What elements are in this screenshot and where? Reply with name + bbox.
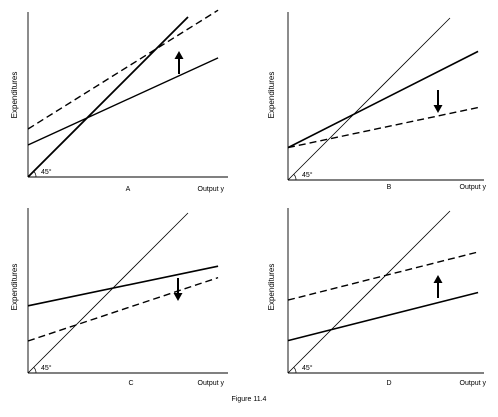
panel-b-dashed-expenditure-line bbox=[287, 106, 479, 149]
panel-a-angle-label: 45° bbox=[41, 168, 52, 176]
panel-b-solid-expenditure-line bbox=[287, 50, 479, 149]
panel-c-angle-arc bbox=[33, 367, 37, 374]
panel-a-label: A bbox=[126, 186, 131, 193]
panel-a-solid-expenditure-line bbox=[27, 57, 219, 146]
panel-d-label: D bbox=[386, 380, 391, 387]
panel-d-angle-label: 45° bbox=[302, 364, 313, 372]
panel-a-arrow-up-icon-head bbox=[174, 51, 184, 59]
panel-c-arrow-down-icon-head bbox=[173, 293, 183, 301]
panel-b-angle-arc bbox=[293, 174, 297, 181]
panel-b-xlabel: Output y bbox=[460, 184, 487, 191]
panel-c: Expenditures 45° C Output y bbox=[10, 208, 228, 387]
figure-caption: Figure 11.4 bbox=[231, 396, 267, 403]
panel-a-ylabel: Expenditures bbox=[10, 72, 19, 119]
panel-a-dashed-expenditure-line bbox=[27, 9, 219, 130]
panel-c-dashed-expenditure-line bbox=[27, 276, 219, 342]
panel-d: Expenditures 45° D Output y bbox=[267, 208, 486, 387]
panel-a: Expenditures 45° A Output y bbox=[10, 9, 228, 193]
panel-c-xlabel: Output y bbox=[198, 380, 225, 387]
panel-d-xlabel: Output y bbox=[460, 380, 487, 387]
panel-d-solid-expenditure-line bbox=[287, 291, 479, 342]
panel-d-45-degree-line bbox=[287, 210, 451, 374]
panel-b-ylabel: Expenditures bbox=[267, 72, 276, 119]
panel-a-45-degree-line bbox=[27, 16, 189, 178]
panel-a-xlabel: Output y bbox=[198, 186, 225, 193]
panel-c-solid-expenditure-line bbox=[27, 265, 219, 307]
panel-a-angle-arc bbox=[33, 171, 37, 178]
panel-b: Expenditures 45° B Output y bbox=[267, 12, 486, 191]
panel-d-ylabel: Expenditures bbox=[267, 264, 276, 311]
panel-d-angle-arc bbox=[293, 367, 297, 374]
panel-c-label: C bbox=[128, 380, 133, 387]
panel-d-dashed-expenditure-line bbox=[287, 251, 479, 301]
panel-d-arrow-up-icon-head bbox=[433, 275, 443, 283]
panel-b-arrow-down-icon-head bbox=[433, 105, 443, 113]
panel-c-angle-label: 45° bbox=[41, 364, 52, 372]
panel-c-45-degree-line bbox=[27, 212, 189, 374]
panel-c-ylabel: Expenditures bbox=[10, 264, 19, 311]
panel-b-45-degree-line bbox=[287, 17, 451, 181]
panel-b-angle-label: 45° bbox=[302, 171, 313, 179]
panel-b-label: B bbox=[387, 184, 392, 191]
